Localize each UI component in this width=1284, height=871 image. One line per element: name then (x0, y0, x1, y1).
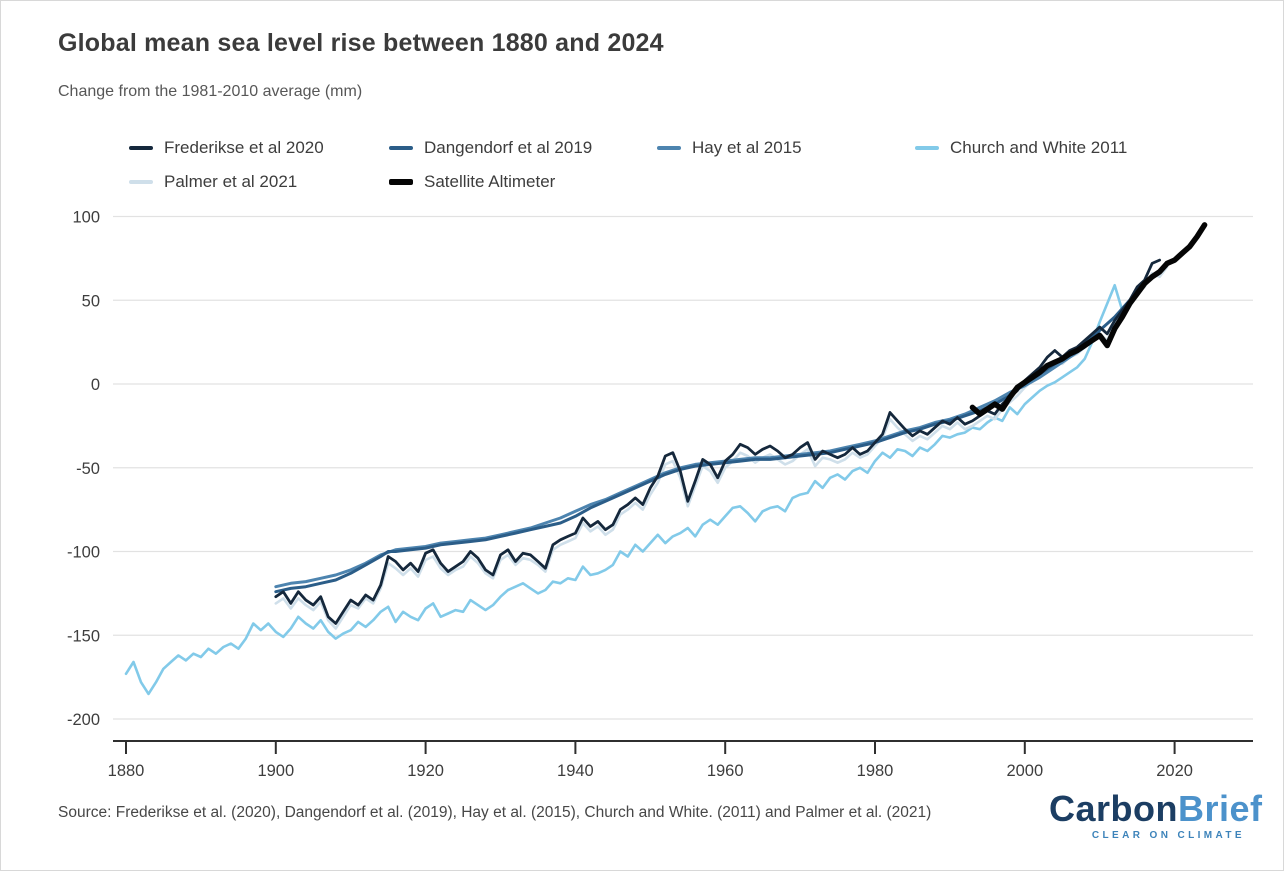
x-tick-label: 1980 (857, 762, 894, 780)
y-tick-label: 50 (82, 292, 100, 310)
x-tick-label: 1940 (557, 762, 594, 780)
y-tick-label: -50 (76, 460, 100, 478)
series-line-palmer (274, 265, 1169, 630)
x-tick-label: 1960 (707, 762, 744, 780)
x-axis: 1880 1900 1920 1940 1960 1980 2000 2020 (108, 740, 1253, 780)
legend-label: Hay et al 2015 (692, 138, 802, 157)
logo-wordmark: CarbonBrief (1049, 788, 1263, 829)
page-title: Global mean sea level rise between 1880 … (58, 29, 664, 57)
legend-swatch-palmer (129, 180, 153, 184)
x-tick-label: 2020 (1156, 762, 1193, 780)
legend-swatch-hay (657, 146, 681, 150)
x-tick-label: 2000 (1006, 762, 1043, 780)
legend-swatch-frederikse (129, 146, 153, 150)
legend-item-hay: Hay et al 2015 (657, 137, 802, 159)
y-tick-label: -150 (67, 627, 100, 645)
legend-item-church_white: Church and White 2011 (915, 137, 1127, 159)
legend-item-frederikse: Frederikse et al 2020 (129, 137, 324, 159)
series-line-dangendorf (274, 290, 1139, 594)
series-line-church_white (124, 283, 1124, 696)
chart-subtitle: Change from the 1981-2010 average (mm) (58, 83, 363, 100)
series-line-satellite (969, 222, 1208, 417)
legend-item-palmer: Palmer et al 2021 (129, 171, 297, 193)
legend-item-satellite: Satellite Altimeter (389, 171, 555, 193)
y-axis-labels: 100 50 0 -50 -100 -150 -200 (67, 209, 100, 730)
y-tick-label: 0 (91, 376, 100, 394)
logo-tagline: CLEAR ON CLIMATE (1091, 830, 1245, 841)
series-line-hay (274, 332, 1102, 589)
legend-label: Dangendorf et al 2019 (424, 138, 593, 157)
legend-swatch-satellite (389, 179, 413, 185)
x-tick-label: 1900 (257, 762, 294, 780)
legend-swatch-church_white (915, 146, 939, 150)
legend-swatch-dangendorf (389, 146, 413, 150)
y-tick-label: -100 (67, 544, 100, 562)
y-tick-label: 100 (72, 209, 100, 227)
legend-label: Palmer et al 2021 (164, 172, 298, 191)
legend-label: Church and White 2011 (950, 138, 1128, 157)
legend-label: Satellite Altimeter (424, 172, 556, 191)
source-text: Source: Frederikse et al. (2020), Dangen… (58, 804, 932, 821)
x-tick-label: 1880 (108, 762, 145, 780)
logo-carbon-text: Carbon (1049, 788, 1178, 829)
logo-brief-text: Brief (1178, 788, 1263, 829)
legend-label: Frederikse et al 2020 (164, 138, 324, 157)
y-tick-label: -200 (67, 711, 100, 729)
carbonbrief-logo: CarbonBrief CLEAR ON CLIMATE (1049, 791, 1262, 842)
x-tick-label: 1920 (407, 762, 444, 780)
legend-item-dangendorf: Dangendorf et al 2019 (389, 137, 592, 159)
